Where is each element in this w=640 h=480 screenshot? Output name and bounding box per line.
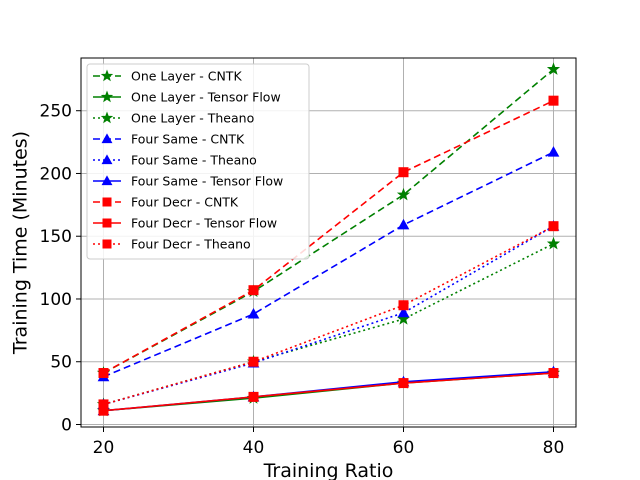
triangle-marker xyxy=(247,308,260,319)
square-marker xyxy=(98,368,109,379)
star-marker xyxy=(396,312,411,325)
star-marker xyxy=(546,62,561,75)
series-line xyxy=(103,225,554,406)
x-tick-label: 60 xyxy=(393,438,415,458)
y-tick-label: 250 xyxy=(40,102,72,122)
square-marker xyxy=(102,239,112,249)
legend-label: Four Decr - Theano xyxy=(131,237,251,252)
y-axis-label: Training Time (Minutes) xyxy=(10,131,32,355)
triangle-marker xyxy=(101,133,113,144)
triangle-marker xyxy=(547,146,560,157)
legend-label: Four Decr - CNTK xyxy=(131,195,239,210)
series-8 xyxy=(98,368,559,416)
square-marker xyxy=(548,368,559,379)
legend-item: Four Same - Tensor Flow xyxy=(93,174,283,189)
legend-label: One Layer - Tensor Flow xyxy=(131,90,281,105)
legend-label: One Layer - Theano xyxy=(131,111,254,126)
square-marker xyxy=(248,391,259,402)
series-line xyxy=(103,99,554,374)
triangle-marker xyxy=(397,306,410,318)
y-tick-label: 50 xyxy=(50,353,72,373)
legend-label: One Layer - CNTK xyxy=(131,69,242,84)
square-marker xyxy=(548,95,559,106)
star-marker xyxy=(100,111,114,124)
square-marker xyxy=(398,167,409,178)
square-marker xyxy=(248,356,259,367)
square-marker xyxy=(548,221,559,232)
legend-item: One Layer - Theano xyxy=(93,111,254,126)
series-line xyxy=(103,243,554,406)
star-marker xyxy=(100,90,114,103)
square-marker xyxy=(248,285,259,296)
square-marker xyxy=(98,399,109,410)
triangle-marker xyxy=(397,218,410,230)
series-layer xyxy=(96,62,561,417)
series-line xyxy=(103,225,554,406)
legend-item: One Layer - Tensor Flow xyxy=(93,90,281,105)
triangle-marker xyxy=(101,154,113,165)
plot-frame xyxy=(80,57,577,428)
x-tick-label: 20 xyxy=(93,438,115,458)
legend-label: Four Same - Theano xyxy=(131,153,257,168)
series-3 xyxy=(96,236,561,411)
legend-item: Four Decr - Theano xyxy=(93,237,251,252)
legend-item: Four Same - Theano xyxy=(93,153,257,168)
square-marker xyxy=(102,197,112,207)
series-line xyxy=(103,372,554,412)
square-marker xyxy=(398,300,409,311)
legend-label: Four Same - Tensor Flow xyxy=(131,174,283,189)
legend-item: Four Decr - Tensor Flow xyxy=(93,216,277,231)
star-marker xyxy=(396,187,411,201)
y-tick-label: 100 xyxy=(40,290,72,310)
square-marker xyxy=(102,218,112,228)
series-line xyxy=(103,151,554,378)
legend-label: Four Same - CNTK xyxy=(131,132,245,147)
legend-item: Four Same - CNTK xyxy=(93,132,245,147)
x-tick-label: 80 xyxy=(543,438,565,458)
y-tick-label: 150 xyxy=(40,227,72,247)
legend-item: Four Decr - CNTK xyxy=(93,195,239,210)
axis-ticks: 20 40 60 80 0 50 100 150 200 250 xyxy=(40,102,565,458)
triangle-marker xyxy=(101,175,113,186)
x-axis-label: Training Ratio xyxy=(263,460,394,480)
star-marker xyxy=(546,236,561,250)
star-marker xyxy=(100,69,114,82)
series-line xyxy=(103,68,555,374)
legend: One Layer - CNTK One Layer - Tensor Flow O… xyxy=(86,63,310,260)
series-9 xyxy=(98,221,559,410)
y-tick-label: 0 xyxy=(61,415,72,435)
square-marker xyxy=(398,378,409,389)
y-tick-label: 200 xyxy=(40,164,72,184)
x-tick-label: 40 xyxy=(243,438,265,458)
legend-label: Four Decr - Tensor Flow xyxy=(131,216,277,231)
series-2 xyxy=(96,366,561,417)
legend-item: One Layer - CNTK xyxy=(93,69,242,84)
legend-box xyxy=(86,63,310,260)
series-7 xyxy=(98,95,559,379)
